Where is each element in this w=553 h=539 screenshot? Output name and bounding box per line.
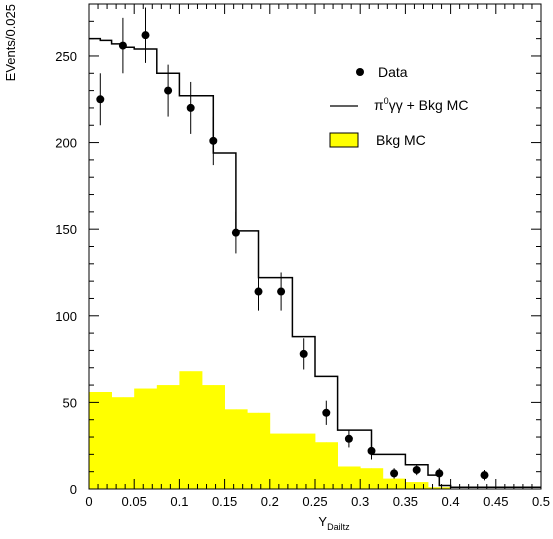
legend-label-data: Data (378, 64, 408, 80)
data-point (186, 103, 195, 112)
bkg-bin (213, 385, 225, 489)
bkg-bin (416, 482, 429, 489)
bkg-bin (122, 397, 135, 489)
data-point (141, 31, 150, 40)
y-axis: 0 50 100 150 200 250 (55, 20, 541, 497)
bkg-bin (292, 433, 305, 489)
bkg-bin (439, 487, 451, 489)
bkg-bin (89, 392, 101, 489)
y-axis-title: EVents/0.025 (3, 4, 18, 81)
bkg-bin (326, 442, 338, 489)
x-tick-label: 0.4 (442, 494, 460, 509)
legend-label-bkg: Bkg MC (376, 132, 426, 148)
bkg-bin (202, 385, 214, 489)
data-points (96, 7, 489, 481)
data-point (322, 408, 331, 417)
x-axis-title-main: Y (318, 514, 327, 529)
legend-marker-fill (329, 132, 359, 148)
x-tick-label: 0.3 (351, 494, 369, 509)
step-line (89, 37, 541, 489)
y-tick-label: 50 (63, 395, 77, 410)
y-tick-label: 150 (55, 222, 77, 237)
y-tick-label: 200 (55, 136, 77, 151)
signal-plus-bkg-histogram (89, 37, 541, 489)
bkg-bin (145, 388, 158, 489)
x-tick-label: 0.15 (212, 494, 237, 509)
bkg-bin (371, 468, 384, 489)
data-point (390, 469, 399, 478)
bkg-bin (258, 412, 271, 489)
bkg-bin (168, 385, 180, 489)
data-point (435, 469, 444, 478)
x-tick-label: 0 (85, 494, 92, 509)
bkg-bin (100, 392, 112, 489)
x-axis-title: YDailtz (318, 514, 350, 532)
data-point (367, 446, 376, 455)
bkg-bin (224, 409, 237, 489)
data-point (299, 349, 308, 358)
y-tick-label: 100 (55, 309, 77, 324)
bkg-bin (428, 487, 440, 489)
legend-label-signal: π0γγ + Bkg MC (374, 96, 468, 113)
bkg-bin (134, 388, 146, 489)
legend-marker-data (356, 68, 364, 76)
bkg-bin (360, 468, 372, 489)
data-point (118, 41, 127, 50)
x-axis-title-subscript: Dailtz (327, 522, 350, 532)
bkg-bin (269, 433, 282, 489)
bkg-bin (337, 466, 350, 489)
y-tick-label: 0 (70, 482, 77, 497)
legend-label-signal-rest: γγ + Bkg MC (389, 97, 469, 113)
legend-label-signal-sup: 0 (384, 96, 389, 106)
x-tick-label: 0.2 (261, 494, 279, 509)
data-point (164, 86, 173, 95)
bkg-bin (315, 442, 327, 489)
bkg-bin (190, 371, 203, 489)
bkg-bin (281, 433, 293, 489)
data-point (209, 136, 218, 145)
bkg-bin (405, 482, 418, 489)
bkg-bin (348, 466, 361, 489)
bkg-bin (394, 478, 406, 489)
bkg-bin (303, 433, 316, 489)
bkg-bin (382, 478, 395, 489)
data-point (96, 95, 105, 104)
x-tick-label: 0.45 (483, 494, 508, 509)
x-tick-label: 0.25 (302, 494, 327, 509)
bkg-bin (111, 397, 124, 489)
x-tick-label: 0.05 (122, 494, 147, 509)
x-tick-label: 0.35 (393, 494, 418, 509)
bkg-bin (156, 385, 169, 489)
data-point (480, 471, 489, 480)
data-point (231, 228, 240, 237)
x-axis: 0 0.05 0.1 0.15 0.2 0.25 0.3 0.35 0.4 0.45 0.5 (85, 4, 550, 509)
bkg-bin (247, 412, 259, 489)
legend-label-signal-main: π (374, 97, 384, 113)
x-tick-label: 0.1 (170, 494, 188, 509)
y-tick-label: 250 (55, 49, 77, 64)
data-point (344, 434, 353, 443)
legend: Data π0γγ + Bkg MC Bkg MC (329, 64, 468, 148)
bkg-bin (235, 409, 248, 489)
data-point (412, 465, 421, 474)
x-tick-label: 0.5 (532, 494, 550, 509)
bkg-bin (179, 371, 192, 489)
data-point (254, 287, 263, 296)
data-point (277, 287, 286, 296)
bkg-histogram (89, 371, 451, 489)
